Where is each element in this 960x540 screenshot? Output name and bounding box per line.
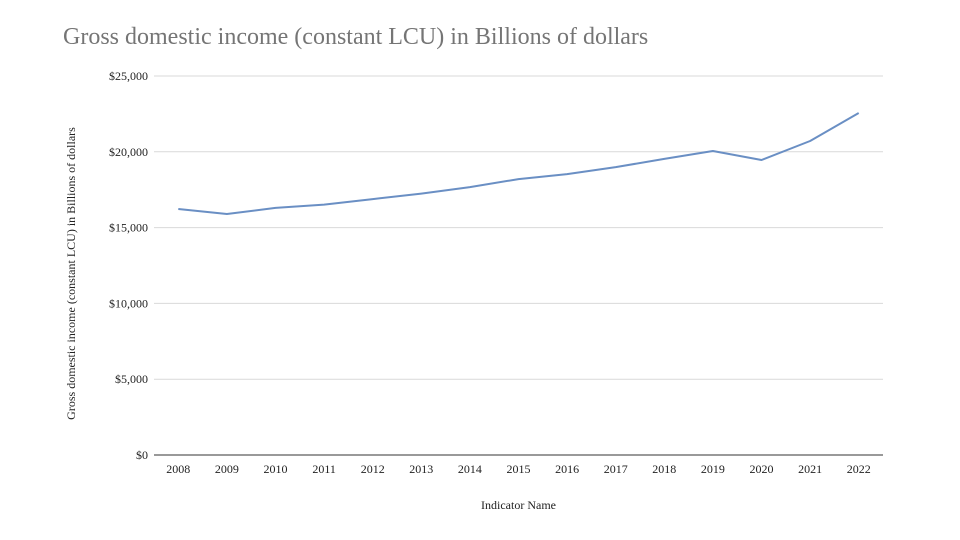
data-point — [712, 150, 714, 152]
data-point — [275, 207, 277, 209]
y-axis-label: Gross domestic income (constant LCU) in … — [64, 127, 78, 420]
x-tick-label: 2018 — [652, 462, 676, 476]
data-point — [469, 186, 471, 188]
y-tick-label: $5,000 — [115, 372, 148, 386]
chart-title: Gross domestic income (constant LCU) in … — [63, 24, 649, 50]
x-tick-label: 2015 — [507, 462, 531, 476]
x-tick-label: 2009 — [215, 462, 239, 476]
gridlines — [154, 75, 883, 380]
data-point — [663, 158, 665, 160]
x-tick-label: 2011 — [312, 462, 336, 476]
x-tick-label: 2022 — [847, 462, 871, 476]
data-point — [372, 198, 374, 200]
x-tick-label: 2019 — [701, 462, 725, 476]
x-axis-ticks: 2008 2009 2010 2011 2012 2013 2014 2015 2016 2017… — [166, 462, 870, 476]
y-tick-label: $25,000 — [109, 69, 148, 83]
data-point — [420, 193, 422, 195]
data-point — [323, 204, 325, 206]
x-tick-label: 2016 — [555, 462, 579, 476]
x-tick-label: 2010 — [264, 462, 288, 476]
data-point — [518, 178, 520, 180]
y-axis-ticks: $0 $5,000 $10,000 $15,000 $20,000 $25,000 — [109, 69, 148, 462]
y-tick-label: $0 — [136, 448, 148, 462]
data-point — [761, 159, 763, 161]
data-point — [566, 173, 568, 175]
x-tick-label: 2012 — [361, 462, 385, 476]
series-line — [178, 112, 860, 215]
x-tick-label: 2008 — [166, 462, 190, 476]
series-lines — [177, 112, 860, 215]
data-point — [177, 208, 179, 210]
data-point — [615, 166, 617, 168]
x-tick-label: 2020 — [750, 462, 774, 476]
data-point — [809, 140, 811, 142]
data-point — [226, 213, 228, 215]
x-tick-label: 2014 — [458, 462, 482, 476]
y-tick-label: $20,000 — [109, 145, 148, 159]
x-tick-label: 2017 — [604, 462, 628, 476]
data-point — [858, 112, 860, 114]
x-tick-label: 2013 — [409, 462, 433, 476]
x-tick-label: 2021 — [798, 462, 822, 476]
x-axis-label: Indicator Name — [481, 498, 556, 512]
y-tick-label: $10,000 — [109, 296, 148, 310]
y-tick-label: $15,000 — [109, 221, 148, 235]
